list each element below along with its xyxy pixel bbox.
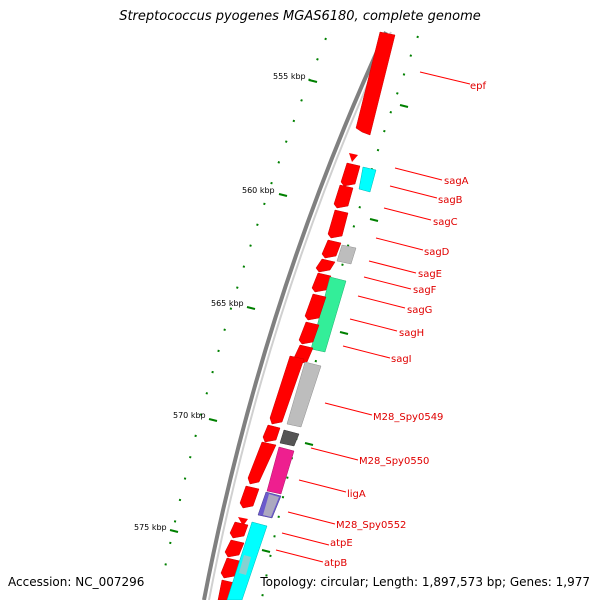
leader-line [342,345,391,359]
leader-line [375,237,424,251]
kbp-tick [246,306,256,310]
gene-labels: epf sagA sagB sagC sagD sagE sagF sagG s… [324,81,487,569]
leader-line [281,532,330,546]
map-title: Streptococcus pyogenes MGAS6180, complet… [119,9,481,24]
outer-dash [304,442,314,446]
gene-sagH[interactable] [298,321,320,345]
gene-label-ligA: ligA [347,489,366,500]
outer-dash [261,549,271,553]
kbp-ticks: 555 kbp 560 kbp 565 kbp 570 kbp 575 kbp [134,72,318,533]
leader-line [394,167,443,181]
gene-atpE[interactable] [229,521,249,539]
gene-features [217,31,396,600]
leader-line [310,447,359,461]
gene-M28_Spy0550-reverse[interactable] [279,429,300,447]
kbp-tick [278,193,288,197]
gene-atp-reverse-gray[interactable] [239,555,251,575]
outer-dash [369,218,379,222]
gene-ligA[interactable] [247,441,277,485]
leader-line [357,295,406,309]
gene-M28_Spy0552[interactable] [239,485,260,509]
gene-label-sagG: sagG [407,305,432,316]
leader-line [298,479,347,493]
leader-line [368,260,417,274]
kbp-label-555: 555 kbp [273,72,306,81]
gene-label-sagF: sagF [413,285,437,296]
gene-label-sagE: sagE [418,269,442,280]
gene-label-sagH: sagH [399,328,424,339]
gene-M28_Spy0550[interactable] [262,424,281,443]
gene-label-sagD: sagD [424,247,450,258]
kbp-tick [208,418,218,422]
kbp-tick [169,529,179,533]
gene-sagB[interactable] [333,184,354,209]
gene-sagD[interactable] [321,239,342,259]
gene-label-M28_Spy0549: M28_Spy0549 [373,412,443,423]
gene-epf[interactable] [355,31,396,136]
gene-label-atpE: atpE [330,538,353,549]
leader-line [349,318,398,332]
gene-M28_Spy0549-reverse[interactable] [286,361,322,428]
kbp-label-560: 560 kbp [242,186,275,195]
leader-line [275,549,324,563]
genome-summary-text: Topology: circular; Length: 1,897,573 bp… [260,575,590,589]
gene-M28_Spy0549[interactable] [269,355,305,425]
leader-line [389,185,438,199]
gene-ligA-reverse-3[interactable] [263,494,279,517]
outer-dash [399,104,409,108]
gene-label-M28_Spy0552: M28_Spy0552 [336,520,406,531]
gene-sagA-reverse[interactable] [358,166,377,193]
leader-line [419,71,471,85]
gene-label-sagI: sagI [391,354,412,365]
gene-label-atpB: atpB [324,558,347,569]
label-leaders [275,71,471,563]
outer-tick-dots [261,35,419,599]
gene-ligA-reverse[interactable] [266,446,295,495]
backbone-inner [208,31,392,600]
kbp-label-570: 570 kbp [173,411,206,420]
backbone-outer [202,31,388,600]
gene-small[interactable] [349,153,358,162]
kbp-label-565: 565 kbp [211,299,244,308]
gene-label-sagC: sagC [433,217,458,228]
gene-sagC[interactable] [327,209,349,239]
kbp-label-575: 575 kbp [134,523,167,532]
leader-line [383,207,432,221]
leader-line [324,402,373,416]
gene-label-sagB: sagB [438,195,463,206]
leader-line [287,511,336,525]
outer-dashes [261,104,409,553]
gene-atpB[interactable] [224,539,245,558]
gene-sagF[interactable] [311,272,332,293]
accession-text: Accession: NC_007296 [8,575,145,589]
outer-dash [339,331,349,335]
gene-sagG[interactable] [304,293,327,321]
gene-label-sagA: sagA [444,176,469,187]
gene-sagA[interactable] [340,162,361,187]
gene-sagE[interactable] [315,258,336,273]
kbp-tick [308,79,318,83]
gene-small-2[interactable] [238,517,248,526]
gene-sagD-reverse[interactable] [336,244,357,265]
gene-label-M28_Spy0550: M28_Spy0550 [359,456,429,467]
gene-atp-red-3[interactable] [220,557,241,579]
gene-label-epf: epf [470,81,487,92]
leader-line [363,276,412,290]
